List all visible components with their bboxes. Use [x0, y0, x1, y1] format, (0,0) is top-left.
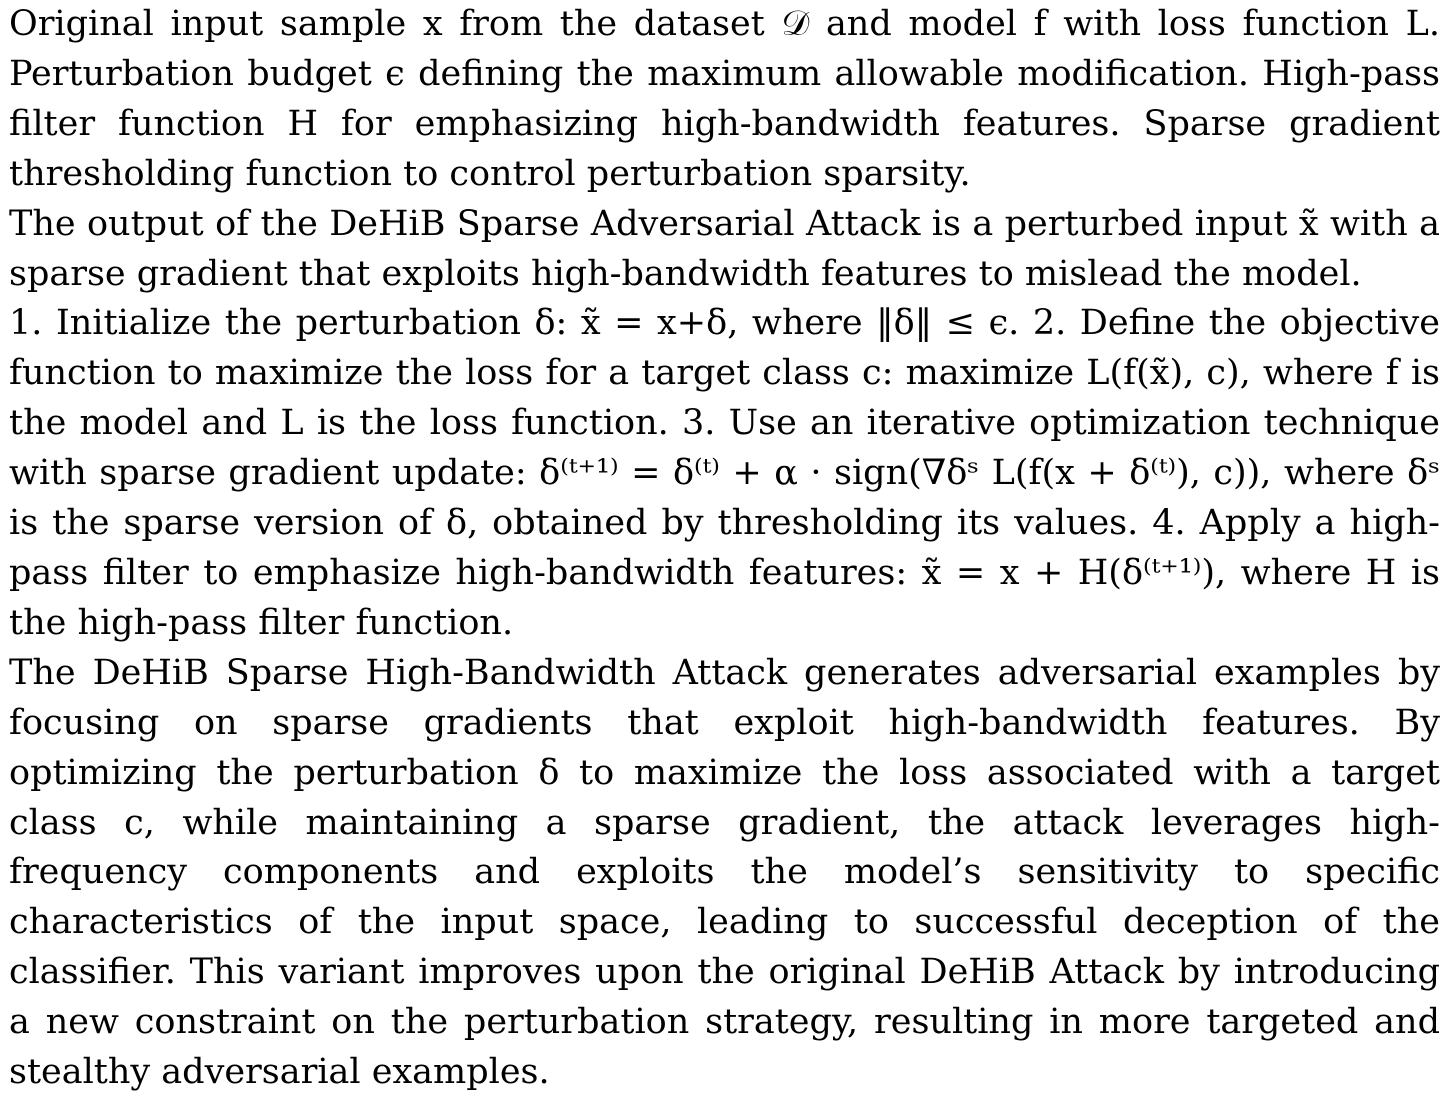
document-page: Original input sample x from the dataset… — [9, 4, 1440, 1092]
input-description-paragraph: Original input sample x from the dataset… — [9, 4, 1440, 194]
output-description-paragraph: The output of the DeHiB Sparse Adversari… — [9, 203, 1440, 294]
algorithm-steps-paragraph: 1. Initialize the perturbation δ: x̃ = x… — [9, 303, 1440, 643]
summary-paragraph: The DeHiB Sparse High-Bandwidth Attack g… — [9, 652, 1440, 1093]
